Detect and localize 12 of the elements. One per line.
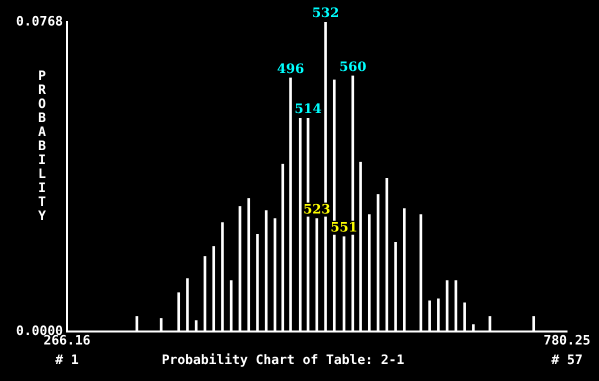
text: # 1: [55, 352, 79, 368]
annotation: 523: [303, 202, 330, 218]
y-tick-label: 0.0768: [16, 14, 64, 30]
annotation: 532: [312, 6, 340, 21]
text: # 57: [551, 352, 583, 368]
annotation: 560: [339, 60, 366, 75]
x-tick-label: 780.25: [544, 334, 590, 349]
annotation: 551: [330, 220, 358, 236]
text: Probability Chart of Table: 2-1: [162, 352, 404, 368]
annotation: 496: [276, 62, 304, 77]
annotation: 514: [294, 102, 322, 118]
text: PROBABILITY: [38, 69, 46, 224]
